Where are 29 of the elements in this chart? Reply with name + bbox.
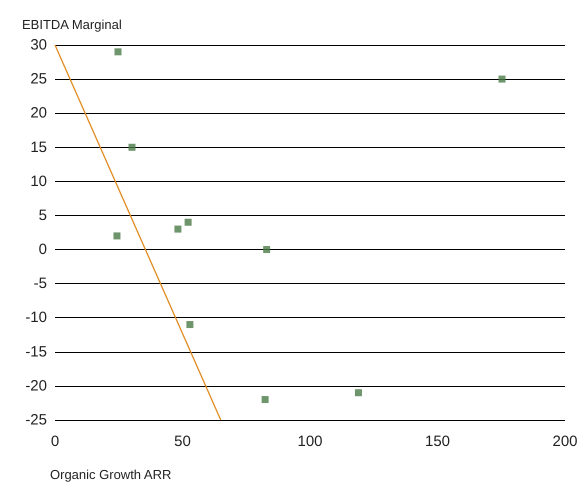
y-tick-label: 30 [30, 36, 47, 54]
point [114, 48, 122, 56]
point [113, 232, 120, 240]
y-tick-label: -10 [25, 309, 47, 326]
point [184, 218, 192, 226]
y-tick-label: -25 [25, 412, 47, 428]
x-tick-label: 100 [297, 433, 323, 450]
y-tick-label: 15 [30, 138, 47, 156]
y-tick-label: 5 [38, 206, 47, 224]
x-tick-label: 0 [50, 433, 60, 450]
y-tick-label: -20 [25, 377, 47, 394]
point [128, 144, 136, 151]
point [498, 76, 506, 83]
x-tick-label: 200 [552, 433, 578, 450]
y-axis-title: EBITDA Marginal [22, 17, 122, 32]
x-tick-label: 50 [174, 433, 191, 450]
point [174, 226, 182, 233]
point [263, 246, 270, 254]
y-tick-label: -15 [25, 343, 47, 360]
y-tick-label: 10 [30, 172, 47, 190]
x-tick-label: 150 [424, 433, 450, 450]
y-tick-label: 20 [30, 104, 47, 122]
point [354, 389, 362, 396]
point [262, 396, 269, 404]
y-tick-label: 25 [30, 70, 47, 88]
y-tick-label: -5 [34, 275, 47, 292]
point [186, 321, 194, 328]
x-axis-title: Organic Growth ARR [50, 467, 172, 482]
y-tick-label: 0 [38, 241, 47, 258]
